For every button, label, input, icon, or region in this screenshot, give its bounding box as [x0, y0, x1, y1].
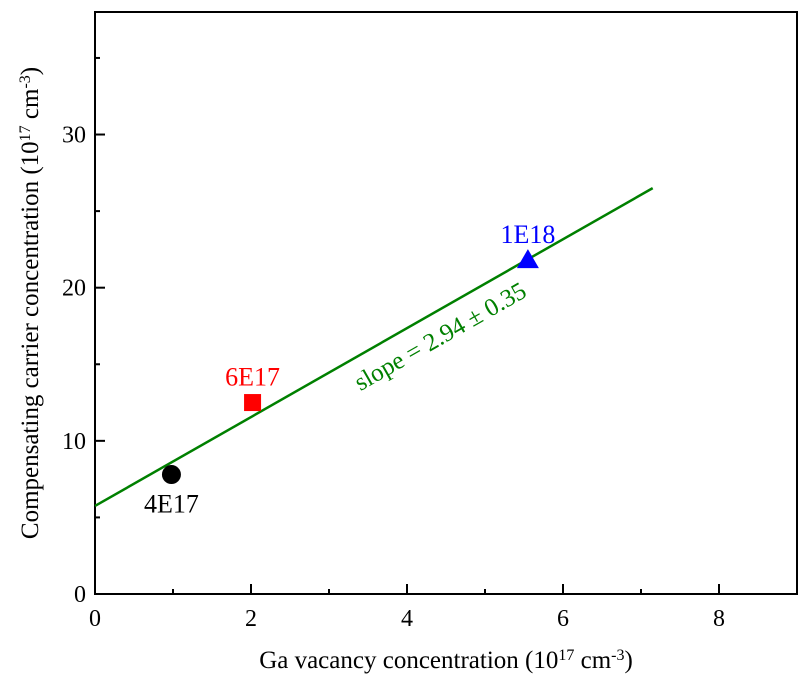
data-point-label: 1E18 [500, 220, 555, 249]
x-axis-ticks: 0 2 4 6 8 [89, 584, 725, 632]
fit-line [94, 187, 654, 508]
x-tick-label: 2 [245, 606, 257, 632]
x-axis-label: Ga vacancy concentration (1017 cm-3) [259, 647, 633, 675]
y-axis-label-mid: cm [17, 88, 44, 125]
x-axis-label-sup2: -3 [611, 647, 624, 664]
data-point-circle [161, 465, 181, 485]
y-tick-label: 10 [62, 429, 86, 455]
data-point-square [244, 394, 262, 412]
y-tick-label: 30 [62, 123, 86, 149]
y-axis-label-prefix: Compensating carrier concentration (10 [17, 141, 44, 539]
data-point-label: 6E17 [225, 363, 280, 392]
fit-label: slope = 2.94 ± 0.35 [350, 277, 531, 396]
x-tick-label: 4 [401, 606, 413, 632]
y-axis-label-suffix: ) [17, 67, 44, 75]
y-tick-label: 20 [62, 276, 86, 302]
x-axis-label-suffix: ) [624, 647, 632, 674]
data-point-label: 4E17 [144, 490, 199, 519]
x-tick-label: 6 [557, 606, 569, 632]
data-points: 4E17 6E17 1E18 [144, 220, 555, 518]
y-axis-label-sup1: 17 [17, 125, 34, 141]
y-axis-ticks: 0 10 20 30 [62, 56, 105, 608]
y-tick-label: 0 [74, 582, 86, 608]
x-axis-label-mid: cm [574, 647, 611, 674]
x-axis-label-sup1: 17 [558, 647, 574, 664]
x-tick-label: 0 [89, 606, 101, 632]
data-point-triangle [516, 249, 539, 269]
y-axis-label: Compensating carrier concentration (1017… [17, 67, 45, 539]
x-axis-label-prefix: Ga vacancy concentration (10 [259, 647, 558, 674]
y-axis-label-sup2: -3 [17, 75, 34, 88]
plot-frame [94, 11, 798, 595]
x-tick-label: 8 [713, 606, 725, 632]
